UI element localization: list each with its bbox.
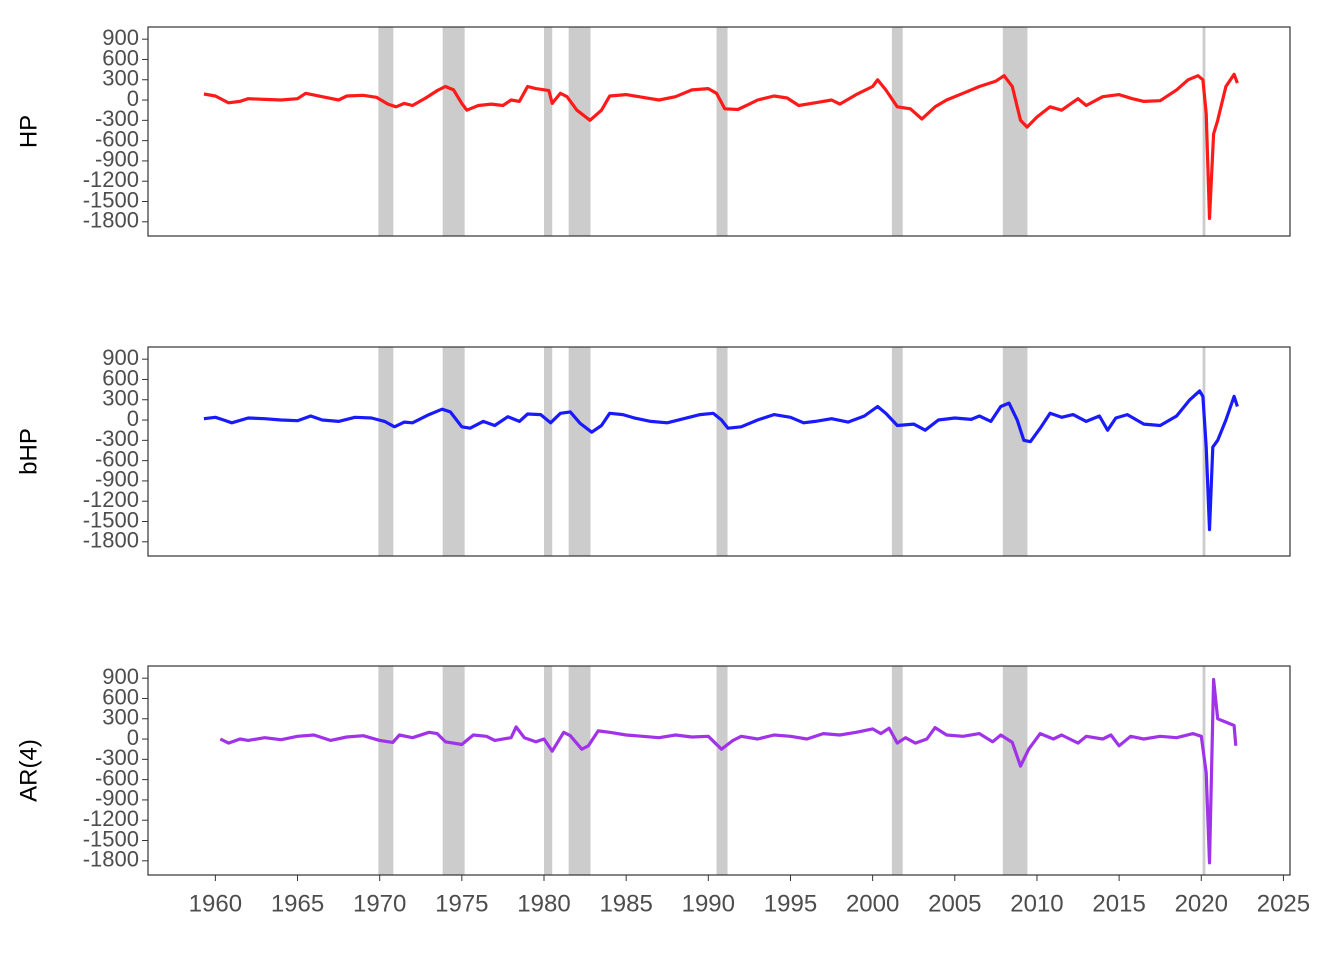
x-tick-label: 2020 xyxy=(1175,890,1228,917)
recession-band xyxy=(891,27,903,236)
series-line xyxy=(203,389,1239,532)
series-line xyxy=(203,72,1239,220)
y-tick-label: -900 xyxy=(95,786,139,811)
y-tick-label: 0 xyxy=(127,725,139,750)
y-axis-label: AR(4) xyxy=(15,739,42,802)
recession-band xyxy=(378,666,394,875)
recession-band xyxy=(442,666,465,875)
recession-band xyxy=(568,666,591,875)
y-tick-label: 900 xyxy=(102,25,139,50)
y-tick-label: -1200 xyxy=(83,167,139,192)
recession-band xyxy=(568,27,591,236)
x-tick-label: 1985 xyxy=(599,890,652,917)
recession-band xyxy=(716,27,728,236)
y-tick-label: 300 xyxy=(102,705,139,730)
y-tick-label: 900 xyxy=(102,664,139,689)
recession-band xyxy=(544,347,553,556)
x-tick-label: 2005 xyxy=(928,890,981,917)
y-tick-label: -600 xyxy=(95,446,139,471)
y-tick-label: -900 xyxy=(95,467,139,492)
x-tick-label: 1980 xyxy=(517,890,570,917)
panel-border xyxy=(147,665,1291,876)
recession-band xyxy=(1002,27,1028,236)
y-tick-label: 900 xyxy=(102,345,139,370)
recession-band xyxy=(544,27,553,236)
y-tick-label: 0 xyxy=(127,406,139,431)
x-tick-label: 2000 xyxy=(846,890,899,917)
y-axis-label: bHP xyxy=(15,428,42,475)
y-tick-label: -1800 xyxy=(83,208,139,233)
x-tick-label: 1960 xyxy=(189,890,242,917)
y-axis-label: HP xyxy=(15,115,42,148)
recession-band xyxy=(1202,27,1206,236)
y-tick-label: 300 xyxy=(102,386,139,411)
x-tick-label: 1995 xyxy=(764,890,817,917)
y-tick-label: 0 xyxy=(127,86,139,111)
panel-border xyxy=(147,26,1291,237)
x-tick-label: 2015 xyxy=(1092,890,1145,917)
recession-band xyxy=(442,27,465,236)
y-tick-label: -1800 xyxy=(83,528,139,553)
y-tick-label: -300 xyxy=(95,745,139,770)
recession-band xyxy=(891,347,903,556)
recession-band xyxy=(716,666,728,875)
y-tick-label: 600 xyxy=(102,45,139,70)
recession-band xyxy=(378,27,394,236)
y-tick-label: -1200 xyxy=(83,806,139,831)
y-tick-label: -300 xyxy=(95,106,139,131)
x-tick-label: 2010 xyxy=(1010,890,1063,917)
y-tick-label: -900 xyxy=(95,147,139,172)
y-tick-label: -1200 xyxy=(83,487,139,512)
y-tick-label: -1800 xyxy=(83,847,139,872)
y-tick-label: -1500 xyxy=(83,187,139,212)
y-tick-label: -300 xyxy=(95,426,139,451)
recession-band xyxy=(891,666,903,875)
x-tick-label: 1965 xyxy=(271,890,324,917)
panel-border xyxy=(147,346,1291,557)
recession-band xyxy=(1202,347,1206,556)
recession-band xyxy=(568,347,591,556)
recession-band xyxy=(378,347,394,556)
y-tick-label: -600 xyxy=(95,765,139,790)
recession-band xyxy=(716,347,728,556)
recession-band xyxy=(442,347,465,556)
y-tick-label: 300 xyxy=(102,66,139,91)
x-tick-label: 1990 xyxy=(682,890,735,917)
y-tick-label: -1500 xyxy=(83,507,139,532)
x-tick-label: 2025 xyxy=(1257,890,1310,917)
y-tick-label: 600 xyxy=(102,365,139,390)
recession-band xyxy=(1002,666,1028,875)
recession-band xyxy=(544,666,553,875)
recession-band xyxy=(1002,347,1028,556)
series-line xyxy=(219,677,1238,865)
y-tick-label: 600 xyxy=(102,684,139,709)
y-tick-label: -1500 xyxy=(83,826,139,851)
x-tick-label: 1975 xyxy=(435,890,488,917)
recession-band xyxy=(1202,666,1206,875)
x-tick-label: 1970 xyxy=(353,890,406,917)
y-tick-label: -600 xyxy=(95,126,139,151)
